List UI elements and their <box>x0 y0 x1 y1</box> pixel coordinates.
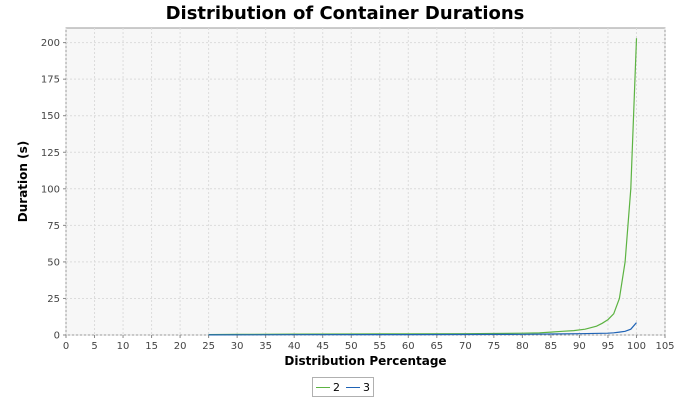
x-tick-label: 35 <box>259 341 272 352</box>
x-tick-label: 80 <box>516 341 529 352</box>
x-tick-label: 40 <box>288 341 301 352</box>
y-tick-label: 125 <box>41 148 60 159</box>
x-axis-label: Distribution Percentage <box>284 354 446 368</box>
x-tick-label: 5 <box>91 341 97 352</box>
x-tick-label: 75 <box>487 341 500 352</box>
y-tick-label: 50 <box>47 257 60 268</box>
series-lines <box>208 38 638 336</box>
x-tick-label: 70 <box>459 341 472 352</box>
x-tick-label: 10 <box>117 341 130 352</box>
x-axis-ticks: 0 5 10 15 20 25 30 35 40 45 50 55 60 65 70 75 80 85 90 95 10… <box>63 335 675 352</box>
plot-area <box>65 27 666 336</box>
x-tick-label: 85 <box>545 341 558 352</box>
x-tick-label: 55 <box>373 341 386 352</box>
y-tick-label: 0 <box>54 331 60 342</box>
legend-label: 3 <box>363 380 370 394</box>
legend-item-series-3: 3 <box>346 381 370 394</box>
legend-swatch <box>346 386 360 388</box>
x-tick-label: 15 <box>145 341 158 352</box>
y-tick-label: 25 <box>47 294 60 305</box>
y-axis-ticks: 0 25 50 75 100 125 150 175 200 <box>41 38 66 342</box>
x-tick-label: 65 <box>430 341 443 352</box>
x-tick-label: 45 <box>316 341 329 352</box>
y-tick-label: 175 <box>41 75 60 86</box>
x-tick-label: 90 <box>573 341 586 352</box>
chart-title: Distribution of Container Durations <box>165 3 525 24</box>
x-tick-label: 105 <box>655 341 674 352</box>
x-tick-label: 50 <box>345 341 358 352</box>
legend-label: 2 <box>333 380 340 394</box>
gridlines <box>65 28 666 336</box>
y-tick-label: 75 <box>47 221 60 232</box>
x-tick-label: 20 <box>174 341 187 352</box>
x-tick-label: 30 <box>231 341 244 352</box>
y-tick-label: 200 <box>41 38 60 49</box>
x-tick-label: 100 <box>627 341 646 352</box>
y-tick-label: 150 <box>41 111 60 122</box>
legend: 2 3 <box>312 377 374 397</box>
x-tick-label: 0 <box>63 341 69 352</box>
x-tick-label: 60 <box>402 341 415 352</box>
legend-swatch <box>316 386 330 388</box>
series-line-2 <box>208 38 638 336</box>
x-tick-label: 95 <box>602 341 615 352</box>
x-tick-label: 25 <box>202 341 215 352</box>
y-axis-label: Duration (s) <box>16 141 30 222</box>
legend-item-series-2: 2 <box>316 381 340 394</box>
series-line-3 <box>208 322 637 336</box>
y-tick-label: 100 <box>41 184 60 195</box>
